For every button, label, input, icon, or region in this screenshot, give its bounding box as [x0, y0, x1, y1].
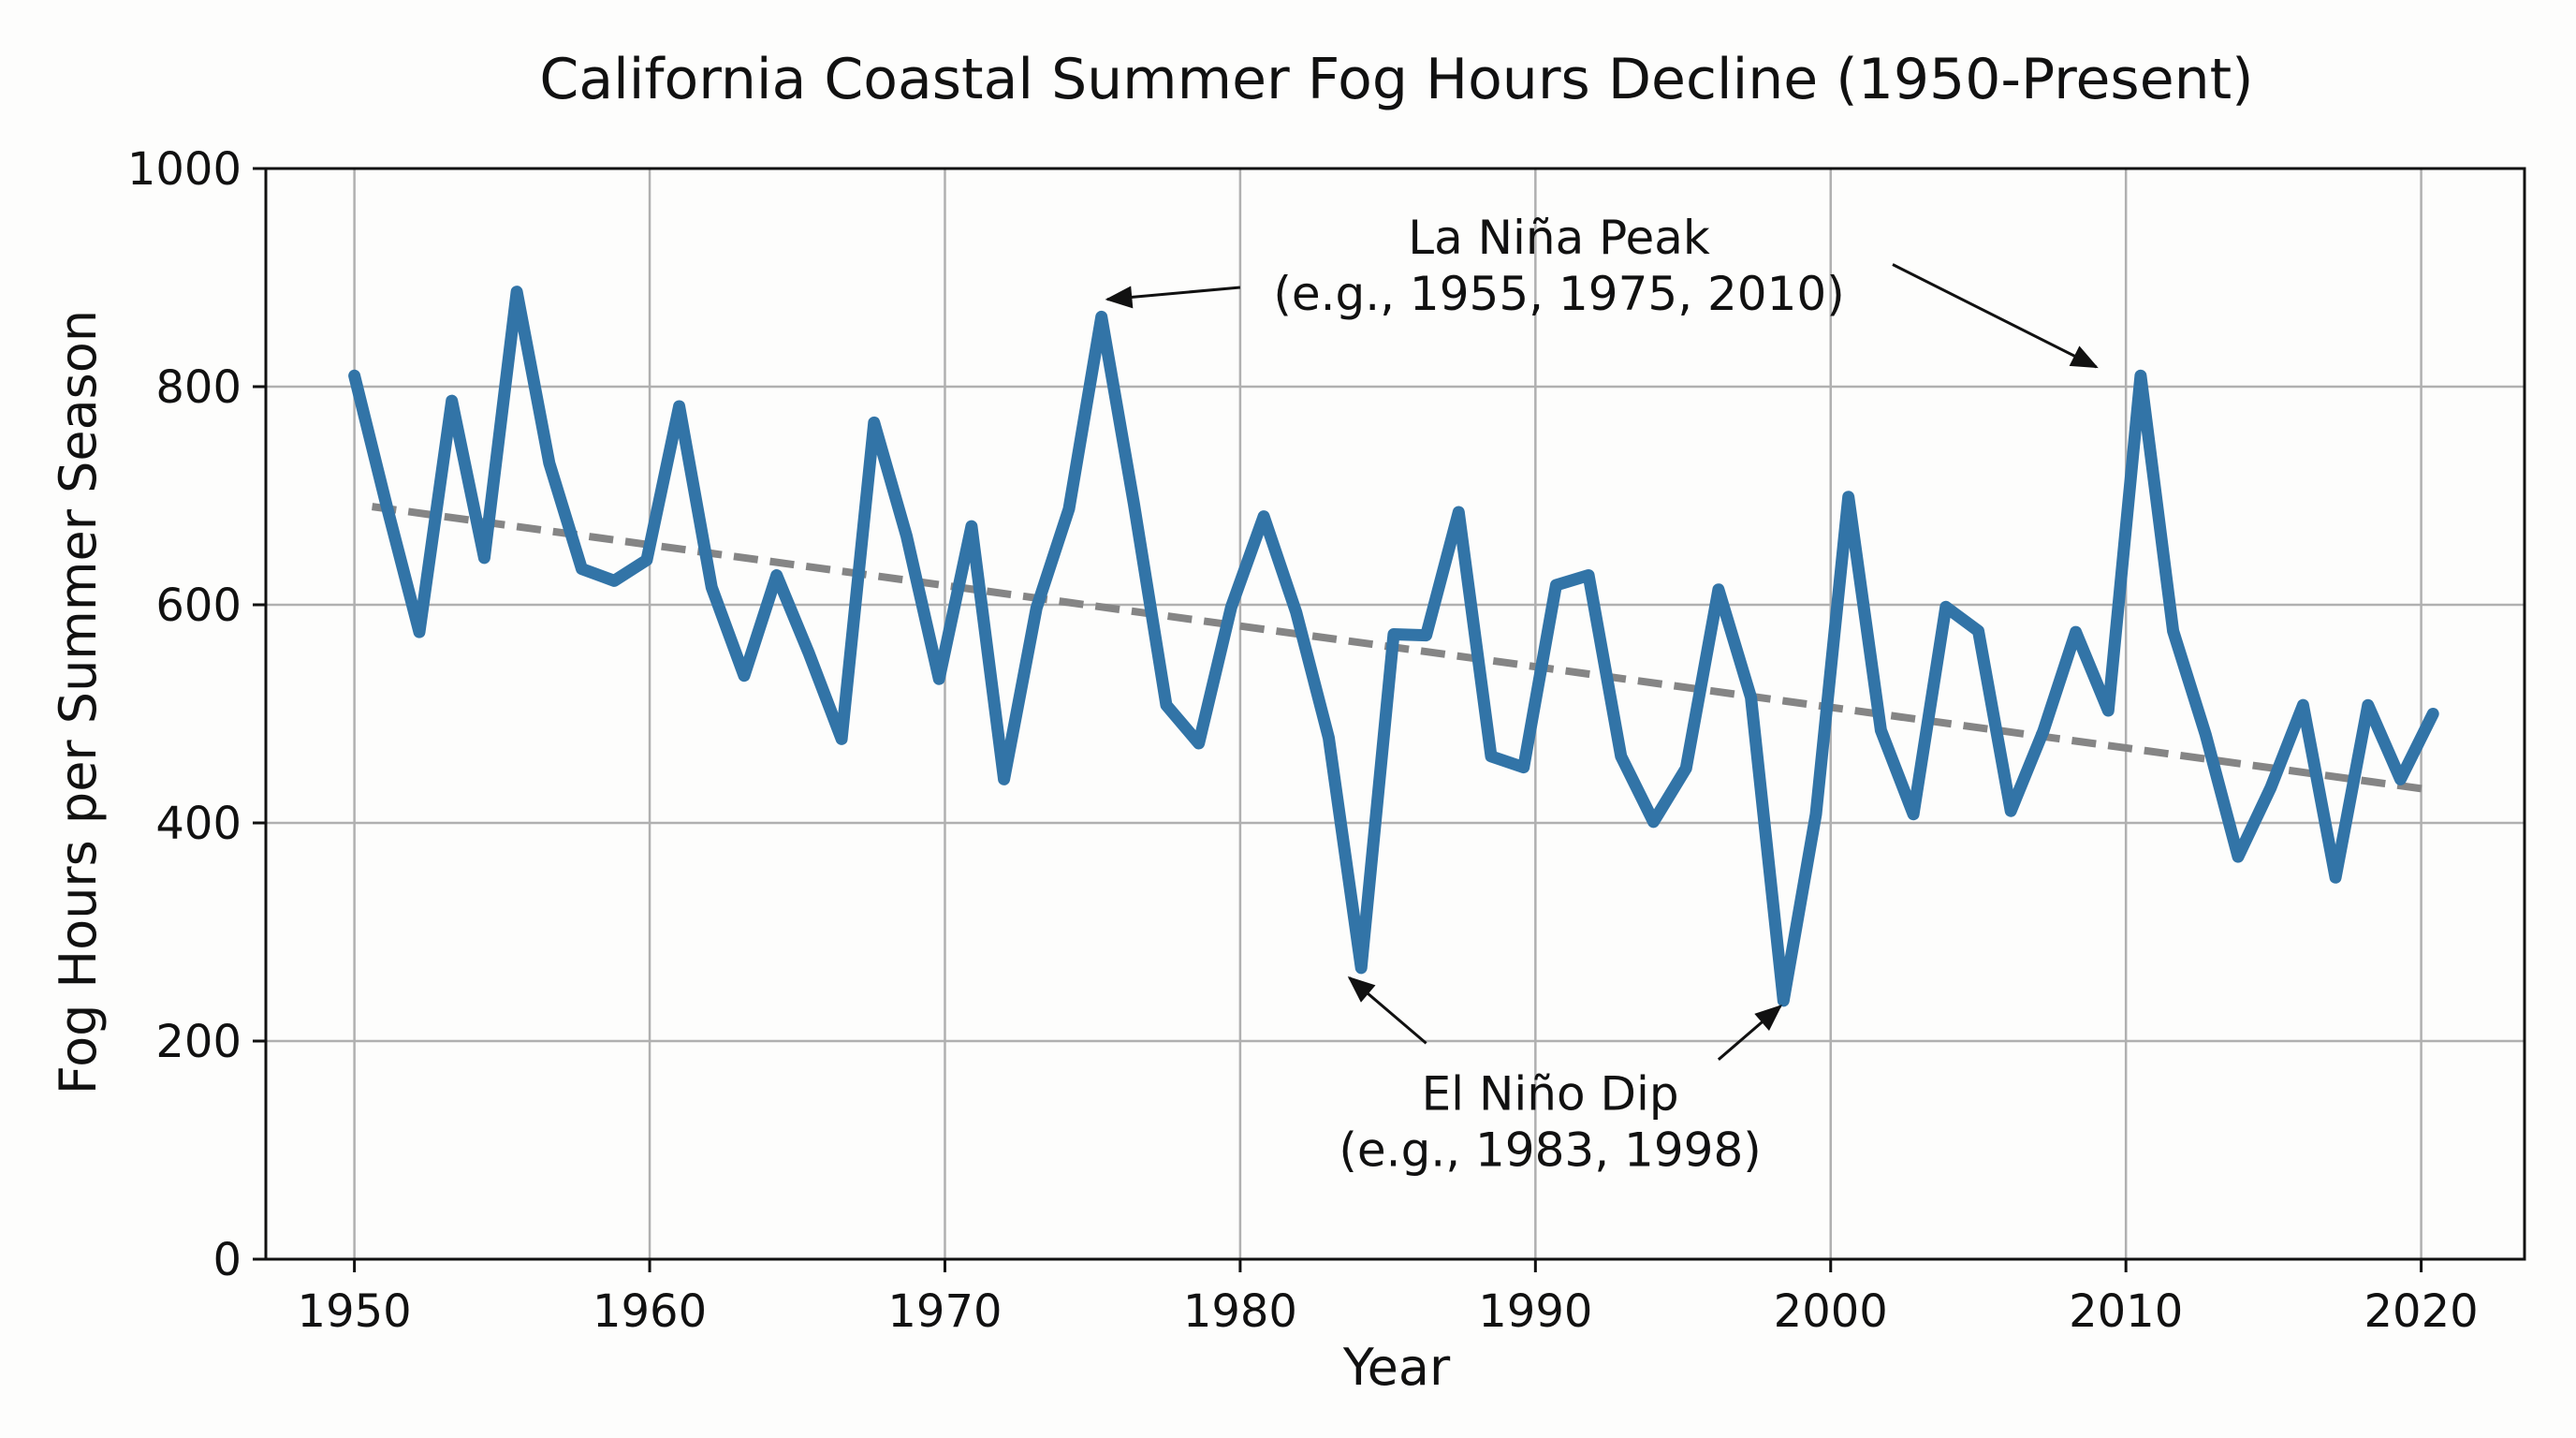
data-point — [2203, 731, 2209, 738]
data-point — [1390, 631, 1397, 638]
y-tick-label: 600 — [155, 580, 242, 632]
axis-ticks: 1950 1960 1970 1980 1990 2000 2010 2020 0 200 400 6… — [127, 143, 2479, 1338]
data-point — [1520, 764, 1527, 770]
data-point — [2430, 711, 2437, 717]
data-point — [1131, 500, 1137, 506]
annotation-arrow — [1892, 263, 2099, 369]
data-point — [1748, 695, 1754, 701]
y-axis-label: Fog Hours per Summer Season — [49, 310, 108, 1094]
annotations: La Niña Peak(e.g., 1955, 1975, 2010) El N… — [1105, 211, 2099, 1178]
data-point — [773, 572, 780, 579]
data-point — [2137, 373, 2144, 379]
data-point — [839, 736, 845, 742]
x-axis-label: Year — [1342, 1338, 1451, 1397]
data-point — [903, 533, 910, 539]
annotation-arrow — [1347, 976, 1427, 1045]
y-tick-label: 200 — [155, 1016, 242, 1068]
data-point — [1780, 997, 1787, 1004]
data-point — [1617, 753, 1624, 759]
chart-title: California Coastal Summer Fog Hours Decl… — [539, 47, 2253, 112]
data-point — [1845, 493, 1852, 500]
data-point — [2267, 785, 2274, 791]
data-point — [1325, 735, 1332, 741]
data-point — [871, 419, 877, 426]
y-tick-label: 400 — [155, 798, 242, 850]
data-point — [2105, 708, 2112, 714]
annotation-text: El Niño Dip — [1422, 1067, 1679, 1122]
data-point — [481, 554, 488, 561]
x-tick-label: 1950 — [298, 1285, 412, 1338]
annotation-text: (e.g., 1983, 1998) — [1339, 1123, 1761, 1178]
x-tick-label: 2010 — [2069, 1285, 2183, 1338]
data-point — [546, 460, 552, 466]
y-tick-label: 0 — [212, 1234, 242, 1286]
annotation-arrow — [1717, 1005, 1782, 1061]
annotation-text: (e.g., 1955, 1975, 2010) — [1273, 267, 1844, 321]
data-point — [1488, 753, 1495, 759]
data-point — [709, 584, 715, 591]
data-point — [1683, 765, 1690, 771]
data-point — [1586, 572, 1592, 579]
data-point — [1812, 811, 1819, 817]
data-point — [1358, 964, 1365, 971]
data-point — [806, 651, 812, 657]
x-tick-label: 1970 — [887, 1285, 1002, 1338]
data-point — [2008, 808, 2014, 814]
data-point — [1033, 605, 1040, 611]
x-tick-label: 2000 — [1774, 1285, 1888, 1338]
data-point — [936, 676, 943, 682]
data-point — [1456, 508, 1462, 515]
annotation-arrow — [1105, 286, 1241, 309]
data-point — [1423, 632, 1429, 638]
y-tick-label: 800 — [155, 361, 242, 414]
y-tick-label: 1000 — [127, 143, 242, 196]
data-point — [1910, 811, 1917, 817]
data-point — [1001, 776, 1007, 783]
trend-line — [372, 503, 2434, 795]
data-point — [2333, 874, 2339, 881]
data-point — [1195, 740, 1202, 746]
data-point — [1942, 604, 1949, 610]
data-point — [643, 557, 650, 564]
plot-frame — [264, 167, 2526, 1261]
fog-hours-series-line — [348, 286, 2439, 1007]
data-point — [1553, 582, 1559, 589]
data-point — [2170, 627, 2176, 634]
data-point — [448, 398, 455, 404]
annotation-text: La Niña Peak — [1408, 211, 1710, 265]
data-point — [1650, 818, 1657, 825]
x-tick-label: 1990 — [1478, 1285, 1592, 1338]
data-point — [676, 403, 682, 409]
data-point — [514, 288, 520, 295]
data-point — [1975, 627, 1982, 634]
x-tick-label: 1980 — [1183, 1285, 1297, 1338]
series-layer — [348, 286, 2439, 1007]
data-point — [384, 504, 390, 510]
data-point — [1261, 513, 1267, 520]
grid-lines — [266, 167, 2525, 1261]
data-point — [611, 578, 618, 584]
data-point — [2397, 776, 2404, 783]
x-tick-label: 2020 — [2364, 1285, 2479, 1338]
data-point — [2072, 629, 2079, 636]
data-point — [1228, 604, 1235, 610]
x-tick-label: 1960 — [593, 1285, 707, 1338]
data-point — [968, 523, 974, 530]
data-point — [1715, 586, 1721, 593]
data-point — [2040, 728, 2046, 735]
data-point — [351, 373, 358, 379]
data-point — [2364, 702, 2371, 709]
data-point — [1293, 609, 1299, 616]
data-point — [1164, 702, 1170, 709]
data-point — [417, 629, 423, 636]
data-point — [578, 565, 585, 572]
trend-layer — [372, 503, 2434, 795]
data-point — [1878, 726, 1884, 733]
data-point — [2235, 854, 2242, 860]
data-point — [1065, 506, 1072, 512]
data-point — [2300, 702, 2306, 709]
data-point — [740, 672, 747, 679]
data-point — [1098, 314, 1105, 320]
